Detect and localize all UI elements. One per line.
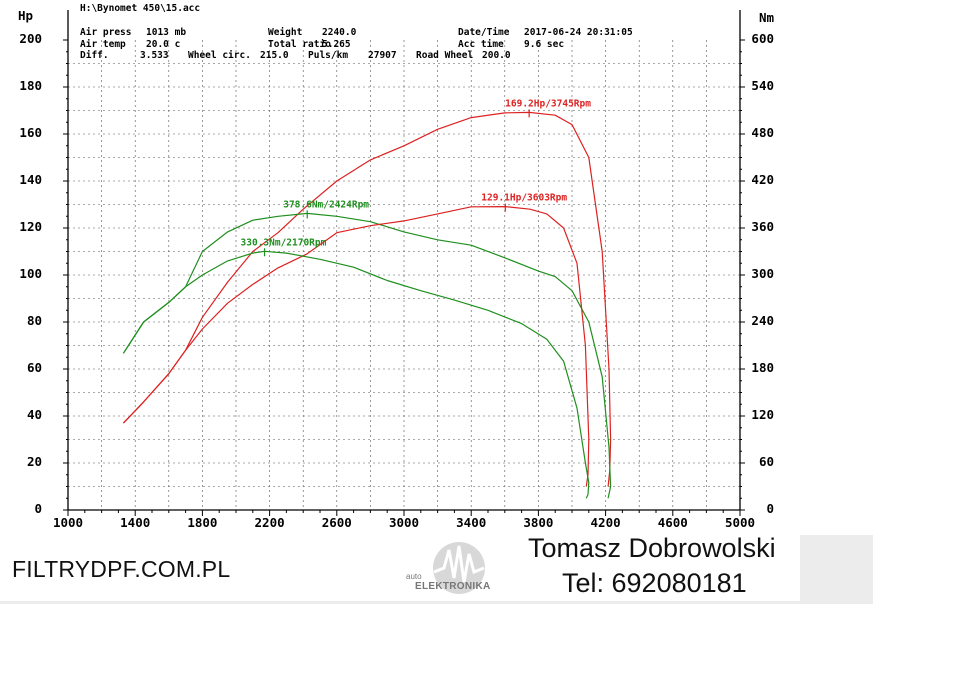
x-tick-label: 3800 xyxy=(523,515,553,530)
website-label: FILTRYDPF.COM.PL xyxy=(12,556,231,582)
waveform-logo-icon xyxy=(433,542,485,594)
peak-label: 169.2Hp/3745Rpm xyxy=(505,98,591,109)
diff-label: Diff. xyxy=(80,50,109,61)
x-tick-label: 4600 xyxy=(658,515,688,530)
logo-small-text: auto xyxy=(406,572,422,581)
series-line-3 xyxy=(122,206,590,487)
header-file-path: H:\Bynomet 450\15.acc xyxy=(80,3,200,14)
date-time-label: Date/Time xyxy=(458,27,510,38)
footer-panel xyxy=(0,535,800,601)
total-ratio-value: 5.265 xyxy=(322,39,351,50)
y-right-tick-label: 180 xyxy=(751,360,774,375)
air-temp-label: Air temp xyxy=(80,39,126,50)
y-right-tick-label: 360 xyxy=(751,219,774,234)
x-tick-label: 1800 xyxy=(187,515,217,530)
air-press-label: Air press xyxy=(80,27,131,38)
peak-label: 129.1Hp/3603Rpm xyxy=(481,193,567,204)
logo-brand-text: ELEKTRONIKA xyxy=(415,581,491,592)
acc-time-value: 9.6 sec xyxy=(524,39,564,50)
y-right-tick-label: 60 xyxy=(759,454,774,469)
chart-grid xyxy=(68,40,740,510)
road-wheel-label: Road Wheel xyxy=(416,50,473,61)
x-tick-label: 3000 xyxy=(389,515,419,530)
peak-label: 330.3Nm/2170Rpm xyxy=(241,237,327,248)
weight-value: 2240.0 xyxy=(322,27,357,38)
puls-km-label: Puls/km xyxy=(308,50,348,61)
y-right-tick-label: 240 xyxy=(751,313,774,328)
tick-labels: 1000 1400 1800 2200 2600 3000 3400 3800 4200 4600… xyxy=(18,8,774,530)
total-ratio-label: Total ratio xyxy=(268,39,331,50)
y-right-tick-label: 0 xyxy=(766,501,774,516)
y-right-tick-label: 600 xyxy=(751,31,774,46)
y-left-tick-label: 140 xyxy=(19,172,42,187)
y-left-tick-label: 80 xyxy=(27,313,42,328)
y-left-tick-label: 20 xyxy=(27,454,42,469)
puls-km-value: 27907 xyxy=(368,50,397,61)
date-time-value: 2017-06-24 20:31:05 xyxy=(524,27,633,38)
diff-value: 3.533 xyxy=(140,50,169,61)
right-axis-unit-label: Nm xyxy=(759,10,775,25)
y-left-tick-label: 40 xyxy=(27,407,42,422)
y-right-tick-label: 540 xyxy=(751,78,774,93)
x-tick-label: 4200 xyxy=(591,515,621,530)
series-lines xyxy=(122,111,612,499)
y-left-tick-label: 160 xyxy=(19,125,42,140)
dyno-chart: 1000 1400 1800 2200 2600 3000 3400 3800 4200 4600… xyxy=(18,3,774,530)
y-right-tick-label: 420 xyxy=(751,172,774,187)
x-tick-label: 1400 xyxy=(120,515,150,530)
weight-label: Weight xyxy=(268,27,302,38)
peak-label: 378.6Nm/2424Rpm xyxy=(283,199,369,210)
acc-time-label: Acc time xyxy=(458,39,504,50)
y-right-tick-label: 120 xyxy=(751,407,774,422)
y-right-tick-label: 300 xyxy=(751,266,774,281)
y-right-tick-label: 480 xyxy=(751,125,774,140)
series-line-1 xyxy=(122,111,612,487)
annotations: 169.2Hp/3745Rpm 129.1Hp/3603Rpm 378.6Nm/24… xyxy=(241,98,591,257)
air-press-value: 1013 mb xyxy=(146,27,186,38)
x-tick-label: 5000 xyxy=(725,515,755,530)
x-tick-label: 2200 xyxy=(255,515,285,530)
series-line-2 xyxy=(122,212,612,499)
left-axis-unit-label: Hp xyxy=(18,8,33,23)
wheel-circ-label: Wheel circ. xyxy=(188,50,251,61)
air-temp-value: 20.0 c xyxy=(146,39,180,50)
x-tick-label: 3400 xyxy=(456,515,486,530)
x-tick-label: 1000 xyxy=(53,515,83,530)
test-header: H:\Bynomet 450\15.acc Air press 1013 mb Wei… xyxy=(80,3,633,61)
wheel-circ-value: 215.0 xyxy=(260,50,289,61)
contact-name: Tomasz Dobrowolski xyxy=(528,533,776,563)
y-left-tick-label: 200 xyxy=(19,31,42,46)
y-left-tick-label: 60 xyxy=(27,360,42,375)
y-left-tick-label: 180 xyxy=(19,78,42,93)
x-tick-label: 2600 xyxy=(322,515,352,530)
series-line-4 xyxy=(122,250,590,499)
y-left-tick-label: 120 xyxy=(19,219,42,234)
y-left-tick-label: 0 xyxy=(34,501,42,516)
road-wheel-value: 200.0 xyxy=(482,50,511,61)
y-left-tick-label: 100 xyxy=(19,266,42,281)
contact-phone: Tel: 692080181 xyxy=(562,568,747,598)
chart-axes xyxy=(63,10,745,516)
